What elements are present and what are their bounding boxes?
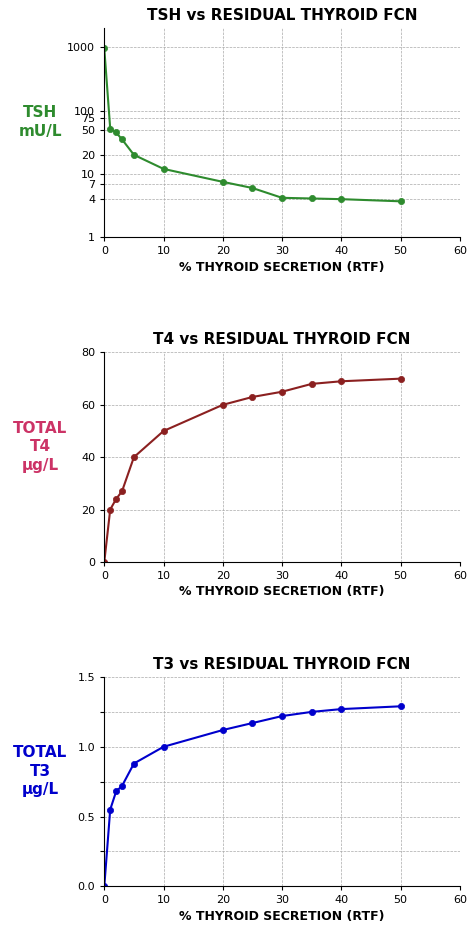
Text: TOTAL
T3
μg/L: TOTAL T3 μg/L xyxy=(13,745,67,798)
Text: TSH
mU/L: TSH mU/L xyxy=(18,105,62,139)
X-axis label: % THYROID SECRETION (RTF): % THYROID SECRETION (RTF) xyxy=(179,260,385,273)
Title: T3 vs RESIDUAL THYROID FCN: T3 vs RESIDUAL THYROID FCN xyxy=(154,657,410,672)
Title: TSH vs RESIDUAL THYROID FCN: TSH vs RESIDUAL THYROID FCN xyxy=(147,7,417,22)
X-axis label: % THYROID SECRETION (RTF): % THYROID SECRETION (RTF) xyxy=(179,585,385,598)
Title: T4 vs RESIDUAL THYROID FCN: T4 vs RESIDUAL THYROID FCN xyxy=(154,332,410,347)
Text: TOTAL
T4
μg/L: TOTAL T4 μg/L xyxy=(13,421,67,473)
X-axis label: % THYROID SECRETION (RTF): % THYROID SECRETION (RTF) xyxy=(179,910,385,923)
